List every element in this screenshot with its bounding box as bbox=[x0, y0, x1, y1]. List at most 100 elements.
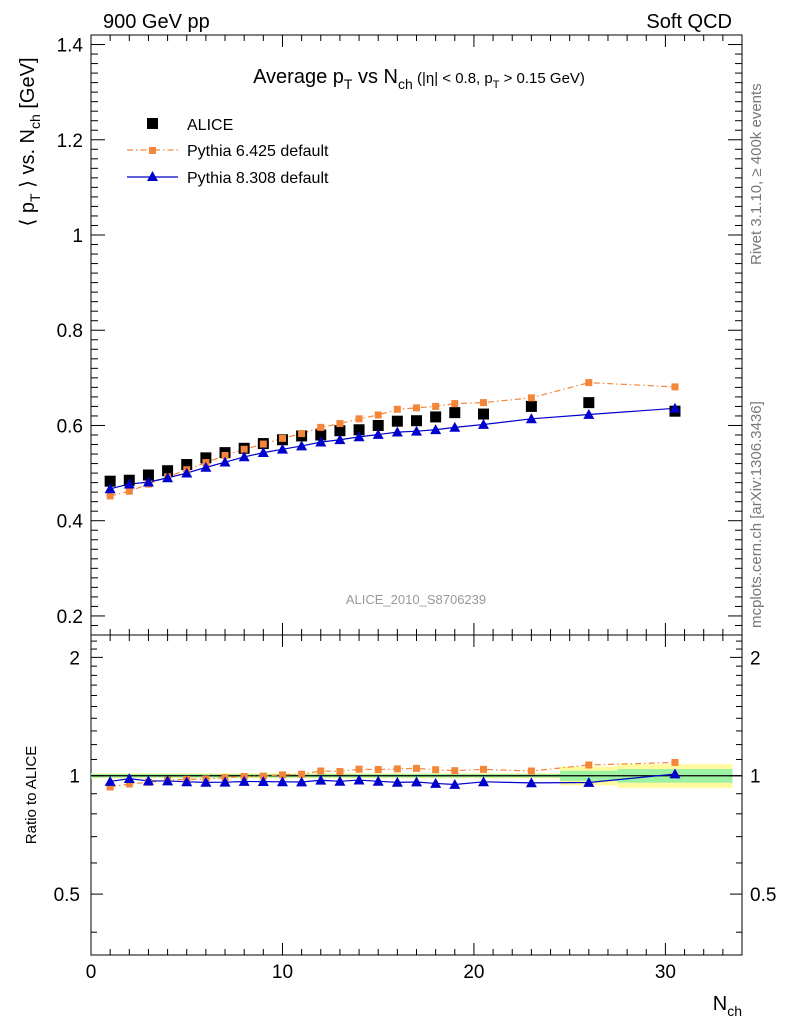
ratio-point-pythia8 bbox=[478, 776, 490, 787]
data-point-pythia8 bbox=[238, 451, 250, 462]
data-point-pythia6 bbox=[671, 383, 679, 391]
data-point-pythia6 bbox=[451, 400, 459, 408]
data-point-pythia6 bbox=[240, 445, 248, 453]
ratio-point-pythia8 bbox=[372, 775, 384, 786]
main-series bbox=[104, 379, 681, 500]
legend-label-pythia6: Pythia 6.425 default bbox=[187, 143, 329, 160]
x-tick-label: 30 bbox=[655, 962, 676, 983]
data-point-pythia8 bbox=[142, 476, 154, 487]
data-point-alice bbox=[478, 408, 490, 420]
legend-label-alice: ALICE bbox=[187, 117, 233, 134]
legend-marker-pythia6 bbox=[149, 147, 156, 154]
data-point-alice bbox=[200, 452, 212, 464]
ratio-series bbox=[104, 758, 681, 791]
ratio-y-tick-label-right: 1 bbox=[750, 767, 761, 788]
ratio-point-pythia6 bbox=[374, 766, 382, 774]
data-point-pythia6 bbox=[480, 399, 488, 407]
ratio-point-pythia6 bbox=[259, 772, 267, 780]
ratio-y-tick-label-right: 2 bbox=[750, 648, 761, 669]
ratio-point-pythia6 bbox=[585, 761, 593, 769]
ratio-point-pythia6 bbox=[317, 767, 325, 775]
data-point-pythia8 bbox=[123, 478, 135, 489]
ratio-point-pythia8 bbox=[181, 776, 193, 787]
data-point-alice bbox=[372, 419, 384, 431]
data-point-pythia6 bbox=[106, 492, 114, 500]
ratio-point-pythia8 bbox=[219, 776, 231, 787]
data-point-pythia8 bbox=[276, 443, 288, 454]
data-point-pythia8 bbox=[296, 440, 308, 451]
data-point-alice bbox=[334, 425, 346, 437]
data-point-pythia8 bbox=[257, 447, 269, 458]
ratio-point-pythia6 bbox=[432, 766, 440, 774]
data-point-pythia8 bbox=[478, 419, 490, 429]
data-point-pythia8 bbox=[391, 426, 403, 437]
ratio-point-pythia6 bbox=[336, 768, 344, 776]
ratio-point-pythia8 bbox=[123, 773, 135, 784]
y-tick-label: 0.4 bbox=[57, 512, 84, 533]
ratio-point-pythia8 bbox=[449, 778, 461, 789]
data-point-pythia8 bbox=[353, 431, 365, 442]
data-point-pythia6 bbox=[585, 379, 593, 387]
ratio-point-pythia8 bbox=[334, 775, 346, 786]
ratio-line-pythia6 bbox=[110, 761, 676, 788]
ratio-point-pythia8 bbox=[525, 777, 537, 788]
data-point-pythia6 bbox=[278, 434, 286, 442]
ratio-point-pythia6 bbox=[480, 765, 488, 773]
data-point-pythia8 bbox=[315, 436, 327, 447]
ratio-point-pythia6 bbox=[125, 780, 133, 788]
data-point-pythia6 bbox=[527, 394, 535, 402]
data-point-pythia8 bbox=[411, 425, 422, 436]
data-point-alice bbox=[353, 424, 365, 436]
ratio-y-axis-label: Ratio to ALICE bbox=[23, 746, 40, 844]
y-tick-label: 1 bbox=[72, 226, 83, 247]
data-point-pythia8 bbox=[583, 409, 595, 419]
ratio-point-pythia6 bbox=[393, 765, 401, 773]
data-point-pythia8 bbox=[219, 456, 231, 467]
data-point-pythia8 bbox=[430, 424, 442, 435]
data-point-alice bbox=[391, 415, 403, 427]
ratio-point-pythia8 bbox=[200, 776, 212, 787]
ratio-point-pythia8 bbox=[276, 776, 288, 787]
ratio-point-pythia6 bbox=[106, 783, 114, 791]
data-point-alice bbox=[525, 400, 537, 412]
data-point-alice bbox=[162, 465, 174, 477]
ratio-y-tick-label-left: 1 bbox=[69, 767, 80, 788]
data-point-pythia6 bbox=[125, 487, 133, 495]
legend: ALICE Pythia 6.425 default Pythia 8.308 … bbox=[127, 117, 329, 187]
data-point-pythia8 bbox=[525, 413, 537, 424]
data-point-pythia8 bbox=[162, 472, 174, 483]
ratio-point-pythia8 bbox=[391, 776, 403, 787]
data-point-alice bbox=[449, 407, 461, 419]
data-point-pythia8 bbox=[104, 483, 116, 494]
ratio-point-pythia8 bbox=[430, 777, 442, 788]
y-axis-label: ⟨ pT ⟩ vs. Nch [GeV] bbox=[17, 57, 43, 226]
ratio-point-pythia6 bbox=[278, 771, 286, 779]
x-tick-label: 20 bbox=[463, 962, 484, 983]
legend-marker-alice bbox=[147, 118, 158, 129]
ratio-point-pythia6 bbox=[413, 764, 420, 772]
data-point-pythia8 bbox=[372, 429, 384, 439]
ratio-point-pythia8 bbox=[315, 774, 327, 785]
ratio-point-pythia8 bbox=[583, 777, 595, 787]
ratio-point-pythia8 bbox=[142, 775, 154, 786]
data-point-pythia8 bbox=[200, 461, 212, 472]
ratio-point-pythia8 bbox=[411, 776, 422, 787]
data-point-alice bbox=[142, 469, 154, 481]
ratio-point-pythia6 bbox=[298, 770, 306, 778]
y-tick-label: 0.6 bbox=[57, 416, 83, 437]
data-point-pythia6 bbox=[374, 411, 382, 419]
data-point-pythia8 bbox=[669, 402, 681, 413]
ratio-point-pythia8 bbox=[238, 775, 250, 786]
y-tick-label: 1.2 bbox=[57, 131, 83, 152]
ratio-point-pythia6 bbox=[451, 767, 459, 775]
data-point-pythia8 bbox=[449, 421, 461, 432]
ratio-y-tick-label-left: 2 bbox=[69, 648, 80, 669]
legend-marker-pythia8 bbox=[147, 171, 158, 181]
data-point-pythia6 bbox=[336, 420, 344, 428]
x-tick-label: 0 bbox=[86, 962, 97, 983]
rivet-label: Rivet 3.1.10, ≥ 400k events bbox=[748, 83, 765, 265]
data-point-alice bbox=[104, 475, 116, 487]
ratio-y-tick-label-left: 0.5 bbox=[54, 885, 80, 906]
ratio-point-pythia8 bbox=[296, 776, 308, 787]
chart-title: Average pT vs Nch (|η| < 0.8, pT > 0.15 … bbox=[253, 66, 585, 92]
